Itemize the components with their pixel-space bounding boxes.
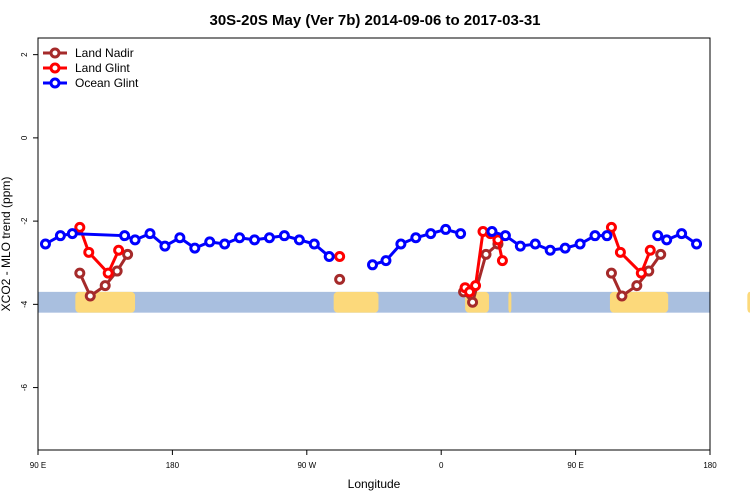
y-tick-label: -4 [20,300,29,308]
x-axis-label: Longitude [348,477,401,491]
ocean-glint-point [263,232,275,244]
ocean-glint-point [440,223,452,235]
ocean-glint-point [174,232,186,244]
ocean-glint-point [425,228,437,240]
land-region [747,291,750,313]
ocean-glint-point [249,234,261,246]
land-glint-point [464,286,476,298]
land-glint-point [102,267,114,279]
ocean-glint-point [129,234,141,246]
land-region [508,291,512,313]
land-glint-point [470,280,482,292]
ocean-glint-point [691,238,703,250]
land-glint-line [78,226,121,276]
ocean-glint-point [144,228,156,240]
land-nadir-point [84,290,96,302]
plot-frame [37,37,711,451]
ocean-glint-point [410,232,422,244]
ocean-glint-point [676,228,688,240]
land-nadir-point [99,280,111,292]
land-nadir-point [605,267,617,279]
ocean-glint-point [395,238,407,250]
y-tick-label: 0 [20,135,29,140]
x-tick-label: 90 W [297,461,316,470]
land-nadir-legend-marker [49,47,61,59]
ocean-glint-point [652,230,664,242]
ocean-glint-point [66,228,78,240]
land-glint-legend-marker [49,62,61,74]
ocean-glint-point [380,255,392,267]
land-nadir-point [616,290,628,302]
ocean-glint-point [529,238,541,250]
chart-title: 30S-20S May (Ver 7b) 2014-09-06 to 2017-… [209,12,540,29]
land-glint-point [605,221,617,233]
ocean-glint-point [234,232,246,244]
ocean-glint-point [589,230,601,242]
y-tick-label: -6 [20,383,29,391]
x-tick-label: 90 E [567,461,583,470]
y-axis-label: XCO2 - MLO trend (ppm) [0,177,13,312]
ocean-glint-point [455,228,467,240]
land-glint-point [113,244,125,256]
x-axis: 90 E 180 90 W 0 90 E 180 [30,450,717,470]
land-nadir-point [111,265,123,277]
land-nadir-point [631,280,643,292]
land-nadir-point [480,248,492,260]
ocean-glint-legend-label: Ocean Glint [75,76,139,90]
ocean-glint-point [601,230,613,242]
ocean-glint-point [54,230,66,242]
x-tick-label: 180 [703,461,717,470]
x-tick-label: 0 [439,461,444,470]
land-nadir-point [655,248,667,260]
ocean-glint-point [308,238,320,250]
ocean-glint-point [499,230,511,242]
ocean-glint-point [119,230,131,242]
land-region [75,291,136,313]
ocean-glint-point [514,240,526,252]
ocean-glint-point [544,244,556,256]
ocean-glint-point [293,234,305,246]
ocean-glint-point [204,236,216,248]
land-glint-point [635,267,647,279]
ocean-glint-point [367,259,379,271]
land-glint-point [644,244,656,256]
ocean-glint-point [159,240,171,252]
y-tick-label: 2 [20,52,29,57]
land-glint-point [496,255,508,267]
land-glint-point [334,250,346,262]
ocean-glint-point [661,234,673,246]
ocean-glint-legend-marker [49,77,61,89]
land-glint-line [610,226,652,276]
land-glint-legend-label: Land Glint [75,61,130,75]
y-tick-label: -2 [20,217,29,225]
ocean-glint-point [486,226,498,238]
land-glint-point [74,221,86,233]
land-nadir-legend-label: Land Nadir [75,46,134,60]
land-nadir-point [467,296,479,308]
land-nadir-point [74,267,86,279]
ocean-glint-point [189,242,201,254]
ocean-glint-point [559,242,571,254]
land-region [333,291,379,313]
x-tick-label: 90 E [30,461,46,470]
land-glint-point [614,246,626,258]
ocean-glint-point [574,238,586,250]
ocean-glint-point [219,238,231,250]
ocean-glint-point [323,250,335,262]
land-nadir-point [122,248,134,260]
ocean-glint-point [278,230,290,242]
land-glint-point [83,246,95,258]
x-tick-label: 180 [166,461,180,470]
y-axis: 2 0 -2 -4 -6 [20,52,38,391]
land-ocean-band [38,291,750,313]
series-layer [39,221,703,308]
land-nadir-point [334,273,346,285]
ocean-glint-point [39,238,51,250]
